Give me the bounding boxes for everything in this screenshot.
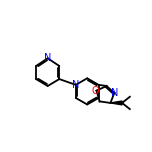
Text: N: N [72, 80, 79, 90]
Text: O: O [91, 86, 99, 96]
Polygon shape [111, 101, 122, 105]
Text: N: N [44, 53, 51, 63]
Text: N: N [111, 88, 118, 98]
